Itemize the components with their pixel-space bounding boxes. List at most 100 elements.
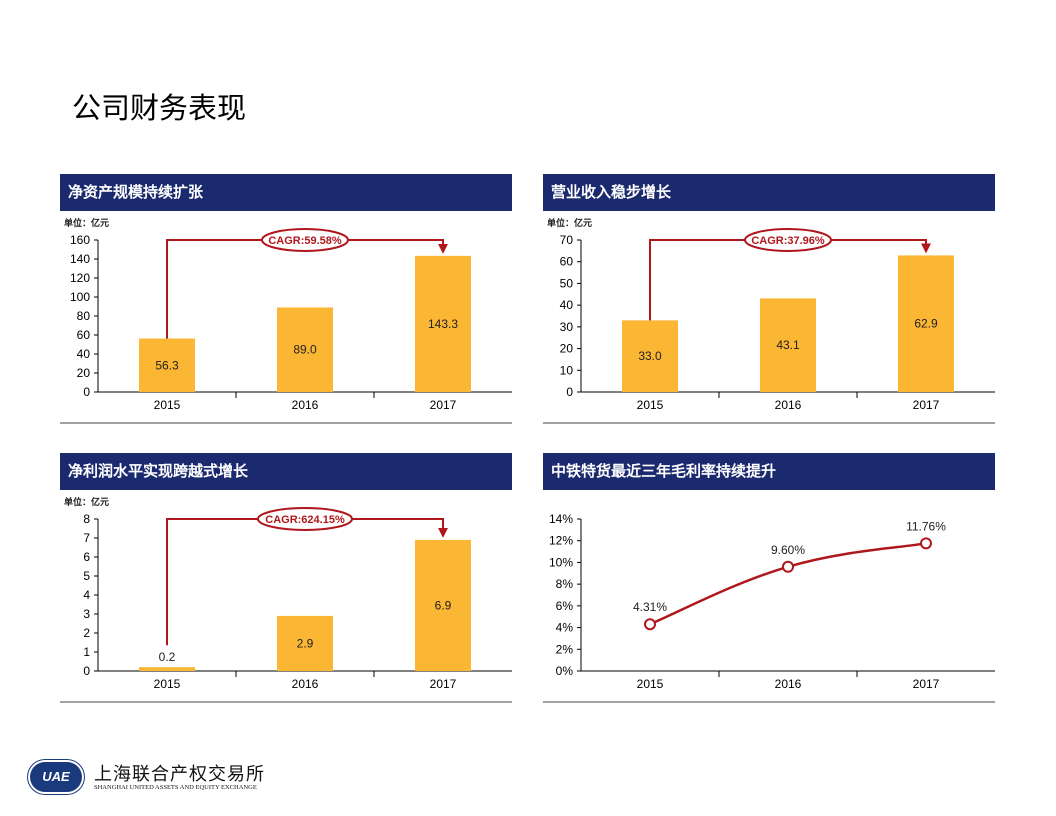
bar <box>277 615 333 671</box>
bar-value-label: 2.9 <box>297 636 314 650</box>
y-tick-label: 0 <box>83 664 90 678</box>
chart-net-assets: 单位：亿元 0 20 40 60 80 100 120 140 160 2015 2016 2017 56… <box>60 217 512 424</box>
bar-value-label: 143.3 <box>428 317 458 331</box>
logo-name-cn: 上海联合产权交易所 <box>94 764 265 785</box>
y-tick-label: 4 <box>83 588 90 602</box>
x-tick-label: 2017 <box>430 398 457 412</box>
bar-value-label: 62.9 <box>914 317 938 331</box>
bar-value-label: 56.3 <box>155 358 179 372</box>
cagr-arrow <box>348 239 448 254</box>
page-title: 公司财务表现 <box>72 91 247 125</box>
chart-title: 中铁特货最近三年毛利率持续提升 <box>543 453 995 490</box>
y-tick-label: 14% <box>549 512 573 526</box>
bar-value-label: 33.0 <box>638 349 662 363</box>
bar <box>415 539 471 671</box>
x-tick-label: 2015 <box>154 677 181 691</box>
cagr-ellipse <box>744 228 832 252</box>
unit-label: 单位：亿元 <box>64 496 109 507</box>
y-tick-label: 7 <box>83 531 90 545</box>
point-value-label: 11.76% <box>906 519 946 533</box>
unit-label: 单位：亿元 <box>64 217 109 228</box>
point-value-label: 9.60% <box>771 543 805 557</box>
y-tick-label: 60 <box>560 255 574 269</box>
cagr-connector <box>649 239 745 321</box>
x-tick-label: 2017 <box>430 677 457 691</box>
cagr-label: CAGR:624.15% <box>265 514 345 526</box>
chart-title: 净资产规模持续扩张 <box>60 174 512 211</box>
y-tick-label: 160 <box>70 233 90 247</box>
cagr-label: CAGR:37.96% <box>751 235 825 247</box>
x-tick-label: 2017 <box>913 677 940 691</box>
bar-value-label: 0.2 <box>159 650 176 664</box>
unit-label: 单位：亿元 <box>547 217 592 228</box>
y-tick-label: 0 <box>566 385 573 399</box>
y-tick-label: 40 <box>77 347 91 361</box>
chart-revenue: 单位：亿元 0 10 20 30 40 50 60 70 2015 2016 2017 33.0 43.1… <box>543 217 995 424</box>
bar <box>622 320 678 392</box>
chart-panel-net-assets: 净资产规模持续扩张 单位：亿元 0 20 40 60 80 100 120 140 160 2015… <box>60 174 512 424</box>
y-tick-label: 6 <box>83 550 90 564</box>
y-tick-label: 20 <box>77 366 91 380</box>
cagr-connector <box>166 518 258 646</box>
y-tick-label: 8% <box>556 577 574 591</box>
cagr-ellipse <box>257 507 353 531</box>
y-tick-label: 40 <box>560 298 574 312</box>
y-tick-label: 60 <box>77 328 91 342</box>
cagr-label: CAGR:59.58% <box>268 235 342 247</box>
chart-panel-revenue: 营业收入稳步增长 单位：亿元 0 10 20 30 40 50 60 70 2015 2016 201… <box>543 174 995 424</box>
y-tick-label: 20 <box>560 342 574 356</box>
bar-value-label: 89.0 <box>293 343 317 357</box>
data-point <box>782 560 794 573</box>
cagr-arrow <box>831 239 931 254</box>
y-tick-label: 50 <box>560 276 574 290</box>
cagr-arrow <box>352 518 448 538</box>
logo-badge: UAE <box>30 762 82 792</box>
y-tick-label: 5 <box>83 569 90 583</box>
x-tick-label: 2015 <box>637 677 664 691</box>
x-tick-label: 2015 <box>154 398 181 412</box>
y-tick-label: 8 <box>83 512 90 526</box>
y-tick-label: 0% <box>556 664 574 678</box>
data-point <box>920 537 932 550</box>
x-tick-label: 2015 <box>637 398 664 412</box>
cagr-ellipse <box>261 228 349 252</box>
bar <box>760 298 816 392</box>
cagr-connector <box>166 239 262 339</box>
chart-panel-gross-margin: 中铁特货最近三年毛利率持续提升 0% 2% 4% 6% 8% 10% 12% 14% 2015 2… <box>543 453 995 703</box>
x-tick-label: 2016 <box>292 677 319 691</box>
y-tick-label: 0 <box>83 385 90 399</box>
x-tick-label: 2017 <box>913 398 940 412</box>
bar <box>139 338 195 392</box>
y-tick-label: 2 <box>83 626 90 640</box>
y-tick-label: 3 <box>83 607 90 621</box>
bar <box>898 255 954 392</box>
y-tick-label: 10 <box>560 363 574 377</box>
y-tick-label: 30 <box>560 320 574 334</box>
y-tick-label: 80 <box>77 309 91 323</box>
y-tick-label: 4% <box>556 621 574 635</box>
bar <box>139 667 195 671</box>
y-tick-label: 100 <box>70 290 90 304</box>
point-value-label: 4.31% <box>633 600 667 614</box>
bar <box>277 307 333 392</box>
chart-title: 净利润水平实现跨越式增长 <box>60 453 512 490</box>
bar <box>415 255 471 392</box>
exchange-logo: UAE 上海联合产权交易所 SHANGHAI UNITED ASSETS AND… <box>30 758 310 798</box>
data-point <box>644 618 656 631</box>
y-tick-label: 120 <box>70 271 90 285</box>
x-tick-label: 2016 <box>775 398 802 412</box>
bar-value-label: 6.9 <box>435 598 452 612</box>
y-tick-label: 6% <box>556 599 574 613</box>
y-tick-label: 1 <box>83 645 90 659</box>
chart-gross-margin: 0% 2% 4% 6% 8% 10% 12% 14% 2015 2016 2017 4.31% 9.60… <box>543 512 995 703</box>
y-tick-label: 140 <box>70 252 90 266</box>
x-tick-label: 2016 <box>775 677 802 691</box>
y-tick-label: 10% <box>549 555 573 569</box>
chart-panel-net-profit: 净利润水平实现跨越式增长 单位：亿元 0 1 2 3 4 5 6 7 8 2015 2016 2017 0… <box>60 453 512 703</box>
y-tick-label: 70 <box>560 233 574 247</box>
chart-title: 营业收入稳步增长 <box>543 174 995 211</box>
y-tick-label: 2% <box>556 642 574 656</box>
y-tick-label: 12% <box>549 534 573 548</box>
logo-name-en: SHANGHAI UNITED ASSETS AND EQUITY EXCHAN… <box>94 784 257 791</box>
bar-value-label: 43.1 <box>776 338 800 352</box>
